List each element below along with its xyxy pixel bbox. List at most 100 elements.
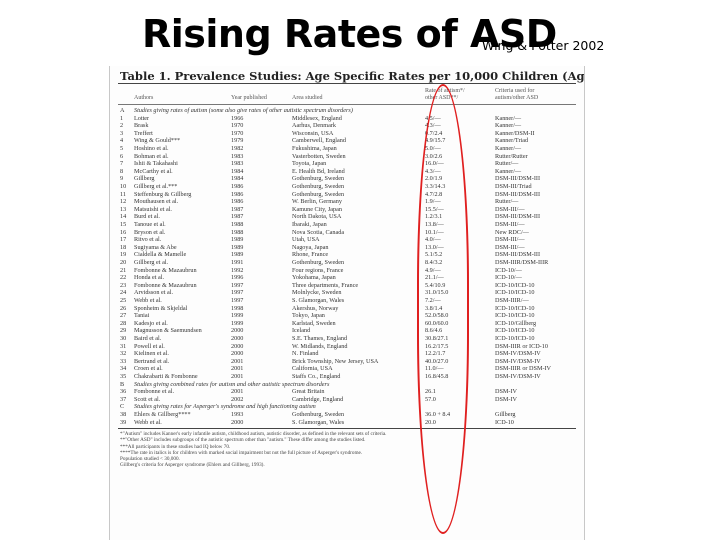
row-number: 3 — [120, 129, 124, 137]
section-letter: B — [120, 380, 125, 388]
row-year: 1999 — [231, 312, 244, 320]
row-criteria: DSM-IV — [495, 395, 518, 403]
row-criteria: Kanner/— — [495, 145, 522, 152]
row-rate: 8.6/4.6 — [425, 327, 443, 335]
row-authors: Mouthausen et al. — [134, 198, 179, 206]
row-area: Kamune City, Japan — [292, 205, 342, 213]
row-criteria: Rutter/Rutter — [495, 152, 528, 160]
row-year: 1991 — [231, 259, 244, 266]
table-section-header: C Studies giving rates for Asperger's syn… — [110, 403, 584, 411]
row-criteria: DSM-III/DSM-III — [495, 251, 541, 259]
table-row: 37 Scott et al. 2002 Cambridge, England 57.0… — [110, 396, 584, 404]
row-year: 2000 — [231, 418, 244, 426]
table-footnote: *"Autism" includes Kanner's early infant… — [120, 431, 387, 438]
row-year: 2001 — [231, 373, 244, 380]
row-rate: 52.0/58.0 — [425, 312, 449, 320]
row-authors: Hoshino et al. — [134, 145, 169, 152]
table-row: 35 Chakrabarti & Fombonne 2001 Staffs Co., … — [110, 373, 584, 381]
row-year: 1996 — [231, 274, 244, 282]
row-year: 2000 — [231, 327, 244, 335]
row-criteria: Kanner/— — [495, 114, 522, 122]
row-number: 25 — [120, 297, 127, 304]
row-criteria: DSM-III/— — [495, 243, 525, 251]
row-criteria: New RDC/— — [495, 228, 529, 236]
row-year: 1989 — [231, 251, 244, 259]
row-criteria: DSM-III/— — [495, 221, 525, 228]
row-year: 1992 — [231, 266, 244, 274]
row-area: Nova Scotia, Canada — [292, 228, 345, 236]
row-rate: 5.1/5.2 — [425, 251, 443, 259]
row-number: 5 — [120, 145, 124, 152]
section-letter: C — [120, 403, 125, 411]
row-area: Toyota, Japan — [292, 160, 327, 168]
row-area: Utah, USA — [292, 236, 320, 244]
row-year: 2001 — [231, 365, 244, 373]
row-authors: Gillberg et al.*** — [134, 183, 178, 190]
row-rate: 15.5/— — [425, 205, 444, 213]
table-section-header: A Studies giving rates of autism (some al… — [110, 107, 584, 115]
table-row: 14 Burd et al. 1987 North Dakota, USA 1.2/3.… — [110, 213, 584, 221]
row-number: 18 — [120, 243, 127, 251]
row-authors: Arvidsson et al. — [134, 289, 174, 297]
row-criteria: DSM-IIIR/— — [495, 297, 529, 304]
row-number: 17 — [120, 236, 127, 244]
row-year: 1979 — [231, 137, 244, 145]
row-rate: 16.8/45.8 — [425, 373, 449, 380]
row-authors: Sugiyama & Abe — [134, 243, 177, 251]
table-row: 27 Taniai 1999 Tokyo, Japan 52.0/58.0 ICD-10/… — [110, 312, 584, 320]
row-area: W. Berlin, Germany — [292, 198, 342, 206]
row-rate: 40.0/27.0 — [425, 357, 449, 365]
row-number: 34 — [120, 365, 127, 373]
row-authors: Bertrand et al. — [134, 357, 170, 365]
row-criteria: DSM-IIIR/DSM-IIIR — [495, 259, 549, 266]
table-row: 24 Arvidsson et al. 1997 Molnlycke, Sweden 3… — [110, 289, 584, 297]
row-year: 2001 — [231, 388, 244, 396]
row-authors: Baird et al. — [134, 335, 162, 342]
row-number: 37 — [120, 395, 127, 403]
row-criteria: DSM-IIIR or DSM-IV — [495, 365, 552, 373]
table-row: 20 Gillberg et al. 1991 Gothenburg, Sweden 8… — [110, 259, 584, 267]
prevalence-table-scan: Table 1. Prevalence Studies: Age Specifi… — [109, 66, 585, 540]
row-area: Gothenburg, Sweden — [292, 411, 345, 418]
row-area: S. Glamorgan, Wales — [292, 297, 345, 304]
row-area: Vasterbotten, Sweden — [292, 152, 346, 160]
row-area: Tokyo, Japan — [292, 312, 325, 320]
row-rate: 1.2/3.1 — [425, 213, 443, 221]
row-area: Gothenburg, Sweden — [292, 183, 345, 190]
header-authors: Authors — [134, 95, 154, 101]
row-number: 24 — [120, 289, 127, 297]
table-row: 10 Gillberg et al.*** 1986 Gothenburg, Swed… — [110, 183, 584, 191]
row-year: 1989 — [231, 236, 244, 244]
row-number: 22 — [120, 274, 127, 282]
row-year: 1987 — [231, 205, 244, 213]
row-rate: 4.9/— — [425, 266, 441, 274]
section-description: Studies giving rates for Asperger's synd… — [134, 403, 316, 411]
row-year: 1970 — [231, 122, 244, 130]
row-authors: Taniai — [134, 312, 150, 320]
row-rate: 7.2/— — [425, 297, 441, 304]
row-criteria: DSM-III/DSM-III — [495, 190, 541, 198]
row-rate: 31.0/15.0 — [425, 289, 449, 297]
table-row: 31 Powell et al. 2000 W. Midlands, England 1… — [110, 343, 584, 351]
row-area: North Dakota, USA — [292, 213, 342, 221]
row-area: W. Midlands, England — [292, 342, 348, 350]
row-area: Middlesex, England — [292, 114, 342, 122]
row-criteria: DSM-IV/DSM-IV — [495, 373, 541, 380]
header-year: Year published — [231, 95, 267, 101]
table-row: 9 Gillberg 1984 Gothenburg, Sweden 2.0/1.9 DS… — [110, 175, 584, 183]
row-area: Three departments, France — [292, 281, 359, 289]
row-criteria: Rutter/— — [495, 160, 519, 168]
row-area: Fukushima, Japan — [292, 145, 337, 152]
row-authors: McCarthy et al. — [134, 167, 173, 175]
row-area: Gothenburg, Sweden — [292, 175, 345, 183]
row-number: 33 — [120, 357, 127, 365]
table-row: 29 Magnusson & Saemundsen 2000 Iceland 8.6/4… — [110, 327, 584, 335]
row-authors: Steffenburg & Gillberg — [134, 190, 192, 198]
row-criteria: DSM-III/— — [495, 236, 525, 244]
row-area: E. Health Bd, Ireland — [292, 167, 345, 175]
row-year: 2000 — [231, 350, 244, 358]
row-year: 2001 — [231, 357, 244, 365]
table-rule-header — [118, 104, 576, 105]
row-rate: 30.8/27.1 — [425, 335, 449, 342]
row-rate: 57.0 — [425, 395, 436, 403]
